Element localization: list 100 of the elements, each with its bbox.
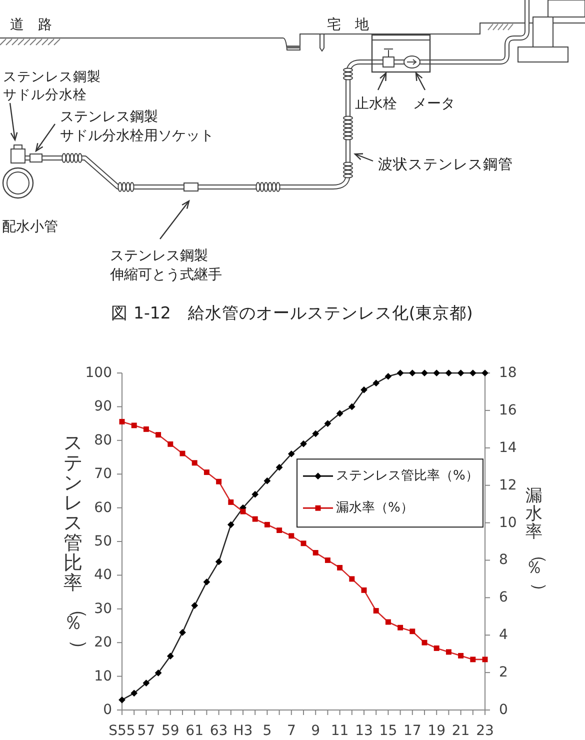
point (191, 602, 198, 609)
x-tick-label: H3 (233, 723, 253, 739)
point (348, 403, 356, 410)
point (264, 522, 270, 528)
point (166, 652, 174, 660)
y2-tick-label: 10 (499, 514, 517, 531)
point (204, 469, 210, 475)
x-tick-label: 7 (286, 723, 296, 739)
point (288, 533, 294, 539)
y-tick-label: 70 (94, 466, 112, 482)
y2-tick-label: 2 (499, 664, 508, 681)
text: ステンレス管比率（％） (64, 432, 90, 658)
point (396, 370, 404, 376)
point (300, 440, 307, 448)
x-tick-label: 21 (452, 723, 470, 739)
point (131, 422, 137, 428)
y-tick-label: 10 (94, 668, 112, 684)
point (410, 628, 416, 634)
point (324, 420, 332, 427)
point (398, 624, 404, 630)
point (156, 432, 162, 438)
point (408, 370, 416, 376)
point (252, 516, 258, 522)
point (142, 680, 150, 686)
point (276, 464, 283, 471)
point (422, 640, 428, 646)
legend-label: ステンレス管比率（%） (336, 468, 478, 484)
y-tick-label: 80 (94, 432, 112, 448)
point (215, 558, 222, 566)
text: 道 路 (10, 17, 52, 33)
y-tick-label: 20 (94, 634, 112, 651)
point (192, 460, 198, 466)
text: ステンレス鋼製 (110, 248, 208, 264)
point (434, 645, 440, 651)
y2-tick-label: 6 (499, 590, 508, 606)
text: 宅 地 (327, 17, 369, 33)
point (119, 418, 125, 424)
point (373, 608, 379, 614)
text: 波状ステンレス鋼管 (378, 156, 513, 173)
point (288, 450, 295, 458)
y-tick-label: 50 (94, 534, 112, 550)
point (216, 478, 222, 484)
point (384, 372, 392, 380)
point (360, 386, 368, 394)
point (168, 441, 174, 447)
x-tick-label: 13 (355, 723, 373, 739)
point (470, 656, 476, 662)
point (469, 370, 476, 376)
y2-tick-label: 4 (499, 627, 508, 644)
text: サドル分水栓用ソケット (60, 128, 214, 144)
x-tick-label: 11 (330, 723, 349, 739)
point (385, 619, 391, 625)
point (361, 587, 367, 593)
x-tick-label: S55 (108, 723, 136, 739)
point (312, 550, 318, 556)
x-tick-label: 9 (311, 723, 320, 739)
point (337, 564, 343, 570)
text: メータ (413, 96, 455, 112)
point (264, 477, 271, 484)
x-tick-label: 17 (403, 723, 422, 739)
point (372, 380, 380, 387)
y2-tick-label: 0 (499, 702, 508, 718)
y-tick-label: 90 (94, 398, 112, 415)
text: 配水小管 (2, 219, 58, 235)
y-tick-label: 0 (103, 702, 112, 718)
point (482, 656, 488, 662)
point (276, 528, 282, 534)
y-tick-label: 60 (94, 500, 112, 516)
point (446, 649, 452, 655)
y-tick-label: 30 (94, 600, 112, 617)
point (312, 430, 320, 438)
legend-label: 漏水率（%） (336, 500, 414, 516)
y2-tick-label: 12 (499, 477, 517, 494)
point (228, 499, 234, 505)
y2-tick-label: 16 (499, 402, 517, 418)
x-tick-label: 5 (262, 723, 272, 739)
point (324, 557, 330, 563)
point (143, 426, 149, 432)
point (300, 540, 306, 546)
point (252, 490, 259, 498)
text: ステンレス鋼製 (60, 109, 158, 125)
x-tick-label: 61 (186, 723, 204, 739)
x-tick-label: 15 (379, 723, 398, 739)
y2-axis-title: 漏水率（％） (526, 486, 549, 600)
point (130, 690, 138, 697)
x-tick-label: 57 (137, 723, 156, 739)
text: 伸縮可とう式継手 (109, 267, 222, 283)
x-tick-label: 63 (210, 723, 228, 739)
y-tick-label: 100 (85, 365, 112, 381)
point (336, 410, 344, 417)
point (203, 578, 210, 586)
text: 止水栓 (355, 96, 397, 112)
point (240, 508, 246, 514)
point (227, 521, 234, 528)
text: ステンレス鋼製 (3, 69, 101, 85)
y2-tick-label: 14 (499, 440, 517, 456)
point (349, 576, 355, 582)
y-tick-label: 40 (94, 567, 112, 584)
y2-tick-label: 8 (499, 552, 508, 568)
point (433, 370, 440, 376)
